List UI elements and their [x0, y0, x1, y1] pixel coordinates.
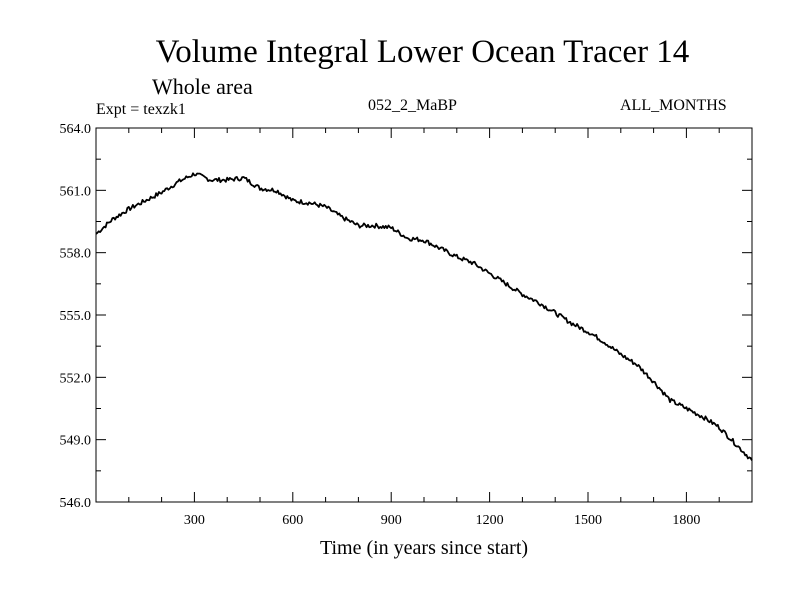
series-group: [95, 172, 753, 461]
experiment-label: Expt = texzk1: [96, 101, 186, 118]
months-label: ALL_MONTHS: [620, 97, 727, 114]
y-tick-label: 555.0: [60, 309, 92, 324]
y-tick-label: 564.0: [60, 122, 92, 137]
x-tick-label: 1500: [574, 513, 602, 528]
y-tick-label: 561.0: [60, 184, 92, 199]
x-tick-label: 600: [282, 513, 303, 528]
y-tick-label: 558.0: [60, 247, 92, 262]
plot-frame: [95, 127, 753, 503]
x-tick-label: 1800: [672, 513, 700, 528]
axis-tick-labels: 300 600 900 1200 1500 1800 546.0 549.0 552.0 555.…: [60, 122, 701, 528]
period-label: 052_2_MaBP: [368, 97, 457, 114]
y-tick-label: 546.0: [60, 496, 92, 511]
axis-ticks: [96, 128, 752, 502]
x-tick-label: 1200: [476, 513, 504, 528]
x-axis-label: Time (in years since start): [319, 537, 529, 559]
chart-title: Volume Integral Lower Ocean Tracer 14: [155, 34, 690, 70]
series-line: [95, 172, 753, 461]
x-tick-label: 300: [184, 513, 205, 528]
chart-subtitle: Whole area: [152, 74, 253, 99]
y-tick-label: 549.0: [60, 434, 92, 449]
y-tick-label: 552.0: [60, 371, 92, 386]
x-tick-label: 900: [381, 513, 402, 528]
